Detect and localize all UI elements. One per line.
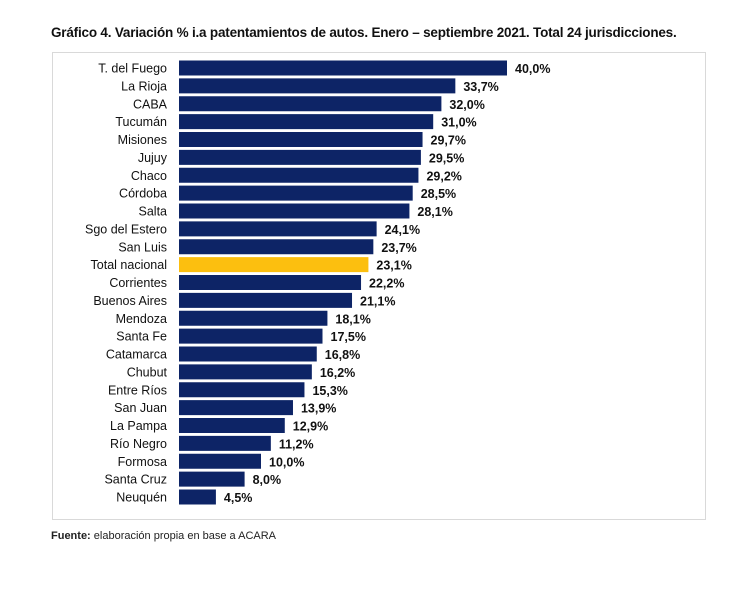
data-label: 40,0%: [515, 62, 550, 76]
category-label: CABA: [133, 97, 168, 111]
category-label: Neuquén: [116, 491, 167, 505]
data-label: 29,7%: [431, 134, 466, 148]
bar: [179, 400, 293, 416]
bar: [179, 453, 261, 469]
data-label: 8,0%: [253, 473, 282, 487]
bar: [179, 60, 507, 76]
bar: [179, 364, 312, 380]
data-label: 22,2%: [369, 277, 404, 291]
source-note: Fuente: elaboración propia en base a ACA…: [51, 530, 276, 542]
category-label: San Juan: [114, 401, 167, 415]
bar: [179, 114, 434, 130]
bar: [179, 292, 353, 308]
data-label: 23,7%: [381, 241, 416, 255]
category-label: Mendoza: [116, 312, 167, 326]
data-label: 21,1%: [360, 294, 395, 308]
category-label: Formosa: [118, 455, 167, 469]
bar: [179, 418, 285, 433]
bar: [179, 382, 305, 398]
category-label: Total nacional: [91, 258, 167, 272]
bar: [179, 328, 323, 344]
category-label: Corrientes: [109, 276, 167, 290]
category-label: Jujuy: [138, 151, 168, 165]
category-label: Córdoba: [119, 187, 167, 201]
category-label: Tucumán: [115, 115, 167, 129]
data-label: 16,8%: [325, 348, 360, 362]
bar: [179, 203, 410, 219]
bar: [179, 167, 419, 183]
data-label: 32,0%: [449, 98, 484, 112]
data-label: 24,1%: [385, 223, 420, 237]
bar: [179, 185, 413, 201]
category-label: La Pampa: [110, 419, 167, 433]
data-label: 18,1%: [335, 312, 370, 326]
data-label: 28,1%: [417, 205, 452, 219]
data-label: 4,5%: [224, 491, 253, 505]
bar: [179, 471, 245, 487]
category-label: Santa Cruz: [104, 473, 167, 487]
source-label: Fuente:: [51, 530, 91, 542]
data-label: 23,1%: [376, 259, 411, 273]
bar: [179, 96, 442, 112]
category-label: Chaco: [131, 169, 167, 183]
data-label: 11,2%: [279, 437, 314, 451]
category-label: Río Negro: [110, 437, 167, 451]
data-label: 29,2%: [426, 169, 461, 183]
data-label: 10,0%: [269, 455, 304, 469]
data-label: 31,0%: [441, 116, 476, 130]
category-label: La Rioja: [121, 79, 167, 93]
chart-title: Gráfico 4. Variación % i.a patentamiento…: [51, 25, 677, 40]
source-text: elaboración propia en base a ACARA: [90, 530, 277, 542]
bar: [179, 239, 374, 255]
bar: [179, 489, 216, 505]
data-label: 29,5%: [429, 151, 464, 165]
bar: [179, 275, 362, 290]
category-label: Buenos Aires: [93, 294, 167, 308]
bar: [179, 132, 423, 147]
data-label: 15,3%: [312, 384, 347, 398]
bar: [179, 310, 328, 326]
bar: [179, 149, 421, 165]
bar: [179, 435, 271, 451]
bar: [179, 346, 317, 362]
bar-highlight: [179, 257, 369, 273]
category-label: Salta: [139, 205, 168, 219]
bar: [179, 78, 456, 94]
bar: [179, 221, 377, 237]
data-label: 28,5%: [421, 187, 456, 201]
data-label: 17,5%: [331, 330, 366, 344]
chart-frame: [52, 52, 706, 520]
category-label: Sgo del Estero: [85, 222, 167, 236]
data-label: 33,7%: [463, 80, 498, 94]
category-label: Chubut: [127, 365, 168, 379]
data-label: 13,9%: [301, 402, 336, 416]
category-label: Entre Ríos: [108, 383, 167, 397]
data-label: 16,2%: [320, 366, 355, 380]
data-label: 12,9%: [293, 420, 328, 434]
category-label: San Luis: [118, 240, 167, 254]
category-label: T. del Fuego: [98, 62, 167, 76]
category-label: Santa Fe: [116, 330, 167, 344]
category-label: Catamarca: [106, 348, 167, 362]
category-label: Misiones: [118, 133, 167, 147]
